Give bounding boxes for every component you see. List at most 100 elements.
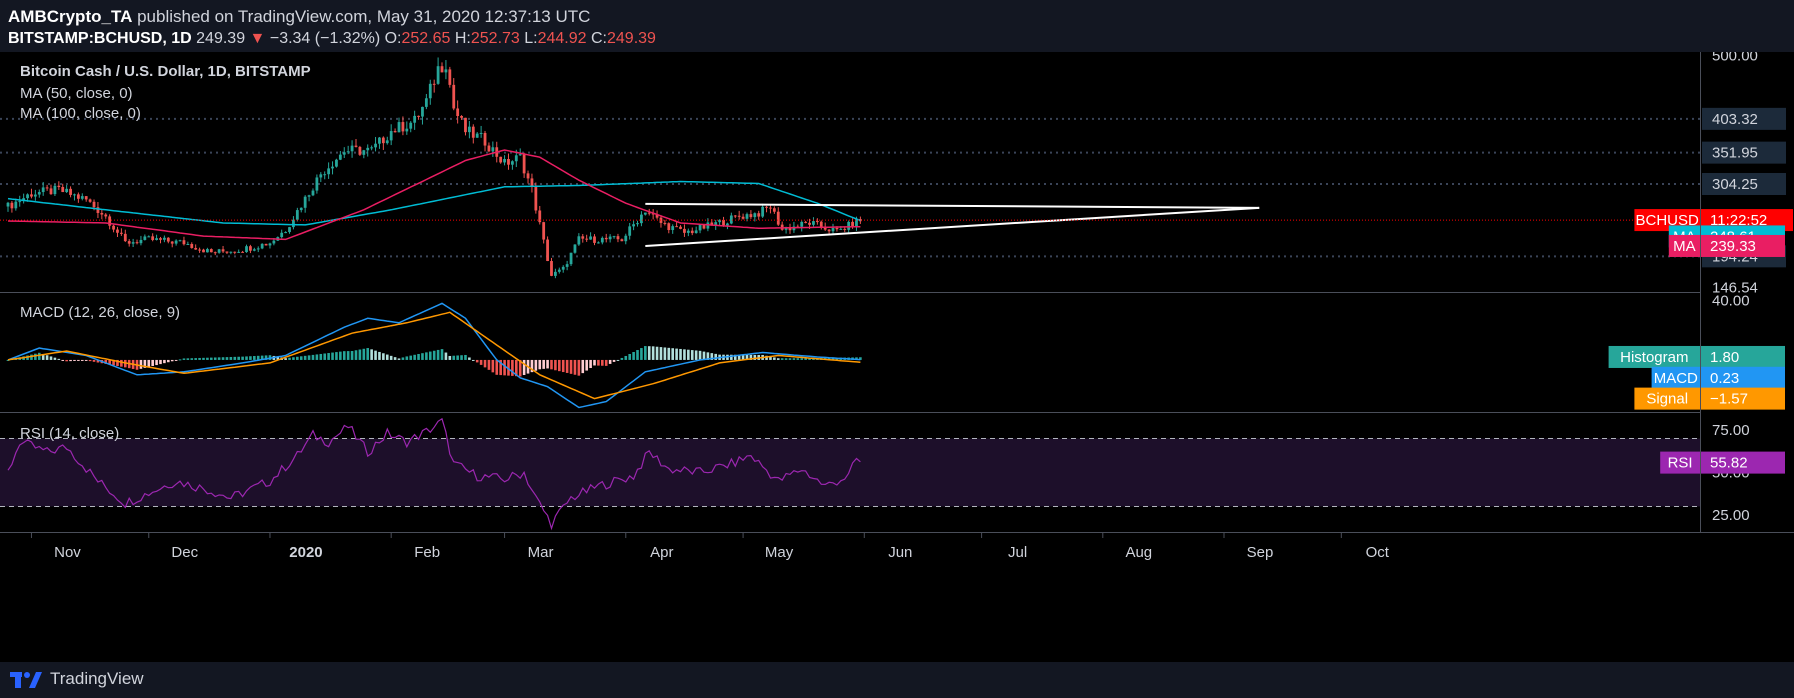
candle-body (741, 216, 745, 219)
value-label-value: 11:22:52 (1710, 212, 1767, 229)
candle-body (76, 194, 80, 199)
candle-body (237, 251, 241, 253)
histogram-bar (796, 358, 800, 360)
candle-body (823, 227, 827, 230)
histogram-bar (503, 359, 506, 376)
candle-body (573, 244, 577, 253)
candle-body (354, 145, 358, 147)
candle-body (131, 242, 135, 244)
candle-body (100, 212, 104, 215)
histogram-bar (507, 359, 510, 376)
candle-body (557, 269, 561, 272)
histogram-bar (440, 349, 444, 360)
candle-body (342, 152, 346, 155)
high-label: H: (454, 30, 471, 47)
candle-body (284, 232, 288, 234)
histogram-bar (428, 351, 432, 360)
candle-body (123, 233, 127, 242)
value-label-name-box (1634, 387, 1700, 410)
histogram-bar (421, 353, 424, 360)
candle-body (350, 145, 354, 152)
candle-body (260, 243, 264, 249)
histogram-bar (730, 354, 733, 360)
histogram-bar (636, 350, 639, 360)
candle-body (6, 202, 10, 207)
histogram-bar (342, 351, 346, 360)
low-value: 244.92 (537, 30, 587, 47)
price-tick-label: 351.95 (1712, 145, 1758, 162)
histogram-bar (256, 355, 260, 360)
histogram-bar (671, 348, 674, 360)
histogram-bar (417, 353, 420, 360)
candle-body (710, 222, 714, 226)
candle-body (851, 221, 854, 227)
rsi-line (7, 417, 861, 531)
candle-body (604, 237, 608, 240)
histogram-bar (647, 346, 651, 360)
candle-body (491, 147, 495, 152)
histogram-bar (331, 352, 334, 360)
candle-body (182, 240, 186, 245)
histogram-bar (45, 355, 49, 360)
candle-body (722, 219, 725, 226)
rsi-tick-label: 25.00 (1712, 507, 1750, 524)
chart-canvas[interactable]: 500.00403.32351.95304.25194.24146.5440.0… (0, 52, 1794, 662)
histogram-bar (108, 359, 111, 365)
candle-body (514, 155, 518, 162)
candle-body (112, 225, 115, 230)
price-tick-label: 146.54 (1712, 280, 1758, 297)
histogram-bar (624, 355, 628, 360)
symbol-label[interactable]: BITSTAMP:BCHUSD, 1D (8, 30, 192, 47)
histogram-bar (319, 353, 323, 360)
candle-body (702, 224, 706, 229)
indicator-lines (0, 149, 1700, 531)
histogram-bar (597, 359, 600, 366)
candle-body (299, 207, 303, 211)
histogram-bar (432, 350, 436, 360)
value-label-value-box (1701, 387, 1785, 410)
ma100-line (7, 180, 861, 226)
published-text: published on TradingView.com, May 31, 20… (137, 7, 591, 26)
histogram-bar (37, 352, 41, 360)
histogram-bar (409, 355, 413, 360)
candle-body (69, 188, 72, 195)
histogram-bar (745, 354, 749, 360)
value-label-ma: MA 239.33 (1668, 234, 1785, 257)
candle-body (37, 192, 41, 195)
high-value: 252.73 (470, 30, 520, 47)
value-label-value: 239.33 (1710, 238, 1756, 255)
histogram-bar (585, 359, 588, 371)
histogram-bar (491, 359, 495, 373)
histogram-bar (675, 348, 678, 360)
histogram-bar (538, 359, 542, 370)
value-label-name-box (1651, 366, 1700, 389)
candle-body (819, 221, 823, 228)
candle-body (186, 243, 190, 245)
histogram-bar (487, 359, 491, 370)
ma50-line (7, 149, 861, 241)
author-name[interactable]: AMBCrypto_TA (8, 7, 133, 26)
signal-line (7, 311, 861, 400)
histogram-bar (659, 347, 663, 360)
candle-body (206, 249, 209, 253)
brand-name: TradingView (50, 669, 144, 688)
histogram-bar (358, 349, 362, 360)
histogram-bar (495, 359, 499, 375)
candle-body (698, 224, 702, 231)
histogram-bar (143, 359, 147, 368)
candle-body (65, 188, 69, 193)
histogram-bar (370, 349, 373, 360)
candle-body (385, 140, 389, 144)
candle-body (92, 201, 96, 208)
histogram-bar (288, 357, 291, 360)
histogram-bar (577, 359, 581, 376)
candle-body (217, 249, 221, 253)
publish-line: AMBCrypto_TA published on TradingView.co… (8, 7, 590, 27)
histogram-bar (518, 359, 522, 377)
histogram-bar (679, 348, 682, 360)
candle-body (252, 249, 256, 251)
candle-body (116, 229, 119, 233)
candle-body (303, 196, 307, 208)
tradingview-logo[interactable]: TradingView (10, 668, 144, 690)
price-tick-label: 304.25 (1712, 176, 1758, 193)
